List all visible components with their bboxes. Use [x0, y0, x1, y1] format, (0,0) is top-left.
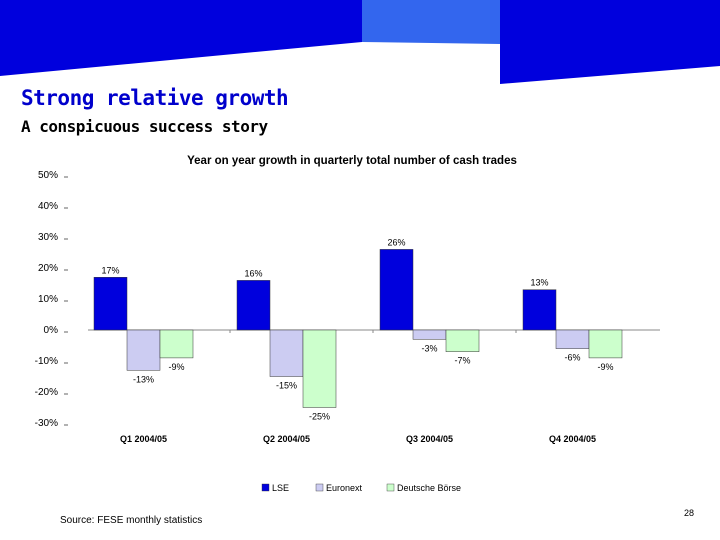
banner-right-shape [500, 0, 720, 84]
bar-deutsche-b-rse [159, 329, 194, 359]
legend-label: Euronext [326, 483, 363, 493]
x-tick-label: Q4 2004/05 [549, 434, 596, 444]
bar-deutsche-b-rse [588, 329, 623, 359]
y-tick-label: -20% [35, 387, 58, 398]
y-tick-label: 0% [44, 325, 59, 336]
bar-euronext [555, 329, 590, 349]
x-tick-label: Q3 2004/05 [406, 434, 453, 444]
y-tick-label: 50% [38, 170, 58, 181]
data-label: 17% [101, 265, 119, 275]
data-label: -13% [133, 374, 154, 384]
legend-swatch [315, 483, 324, 492]
data-label: -15% [276, 381, 297, 391]
bar-euronext [269, 329, 304, 377]
data-label: 13% [530, 278, 548, 288]
legend-swatch [386, 483, 395, 492]
banner-left-shape [0, 0, 362, 76]
bar-euronext [412, 329, 447, 340]
legend-label: Deutsche Börse [397, 483, 461, 493]
page-title: Strong relative growth [21, 86, 289, 110]
data-label: -7% [454, 356, 470, 366]
data-label: -6% [564, 353, 580, 363]
bar-deutsche-b-rse [445, 329, 480, 352]
data-label: -9% [597, 362, 613, 372]
bar-deutsche-b-rse [302, 329, 337, 408]
legend-swatch [261, 483, 270, 492]
source-note: Source: FESE monthly statistics [60, 515, 203, 526]
chart-title: Year on year growth in quarterly total n… [187, 155, 517, 167]
bar-lse [93, 277, 128, 331]
x-tick-label: Q1 2004/05 [120, 434, 167, 444]
header-banner [0, 0, 720, 84]
page-subtitle: A conspicuous success story [21, 117, 268, 136]
bar-lse [379, 249, 414, 331]
bar-lse [522, 289, 557, 331]
y-tick-label: 20% [38, 263, 58, 274]
y-tick-label: 30% [38, 232, 58, 243]
legend-label: LSE [272, 483, 289, 493]
bar-lse [236, 280, 271, 331]
bar-euronext [126, 329, 161, 371]
data-label: 16% [244, 268, 262, 278]
data-label: -3% [421, 343, 437, 353]
y-tick-label: 10% [38, 294, 58, 305]
y-tick-label: -10% [35, 356, 58, 367]
y-tick-label: 40% [38, 201, 58, 212]
data-label: 26% [387, 237, 405, 247]
x-tick-label: Q2 2004/05 [263, 434, 310, 444]
page-number: 28 [684, 508, 695, 518]
y-tick-label: -30% [35, 418, 58, 429]
banner-middle-shape [362, 0, 500, 44]
data-label: -25% [309, 412, 330, 422]
data-label: -9% [168, 362, 184, 372]
